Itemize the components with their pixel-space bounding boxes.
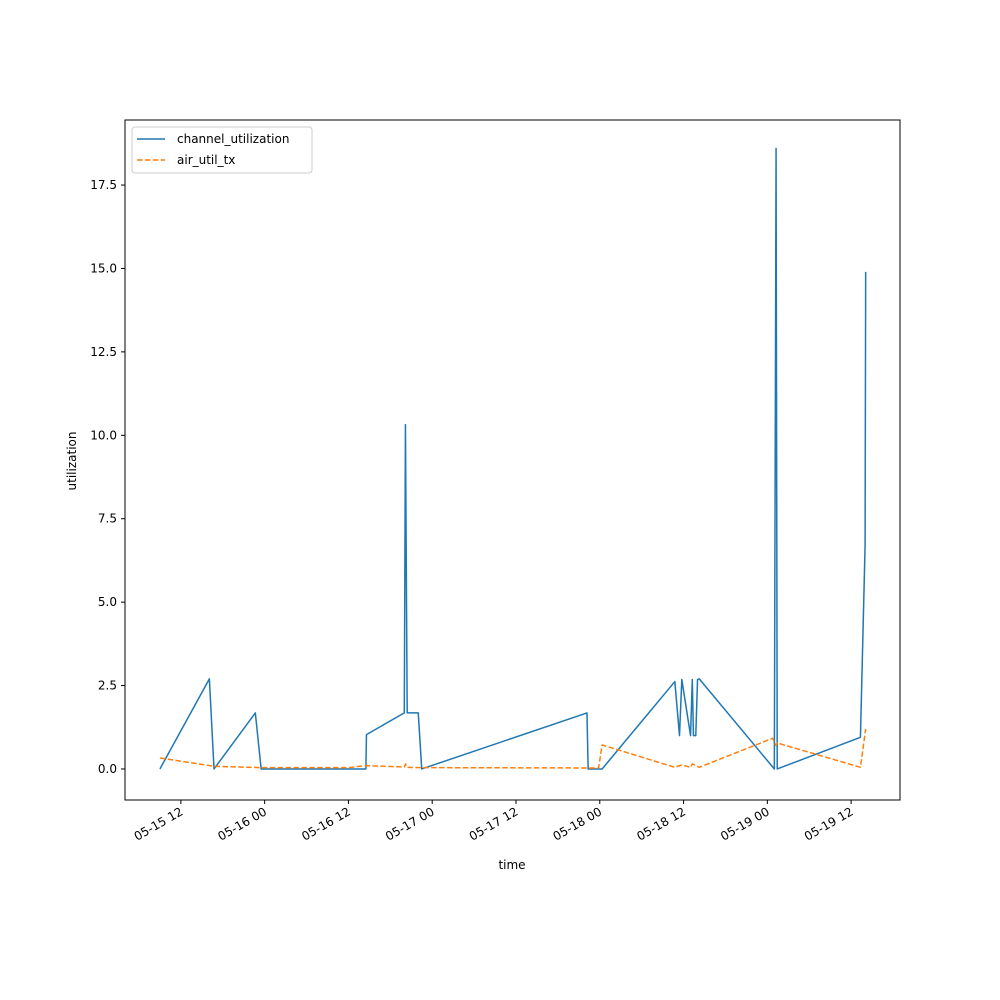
- axes-frame: [124, 119, 901, 801]
- legend-label-channel_utilization: channel_utilization: [177, 132, 289, 146]
- y-tick-label: 12.5: [90, 345, 117, 359]
- legend-box: [131, 126, 313, 174]
- legend-label-air_util_tx: air_util_tx: [177, 153, 235, 167]
- y-axis-label: utilization: [65, 432, 79, 491]
- y-tick-label: 0.0: [98, 762, 117, 776]
- y-tick-label: 10.0: [90, 428, 117, 442]
- y-tick-label: 15.0: [90, 261, 117, 275]
- y-tick-label: 17.5: [90, 178, 117, 192]
- x-axis-label: time: [498, 858, 525, 872]
- y-tick-label: 5.0: [98, 595, 117, 609]
- legend: channel_utilization air_util_tx: [131, 126, 313, 174]
- y-tick-label: 7.5: [98, 512, 117, 526]
- y-axis-ticks: 0.0 2.5 5.0 7.5 10.0 12.5 15.0 17.5: [90, 178, 125, 776]
- series-line-air_util_tx: [159, 728, 867, 769]
- y-tick-label: 2.5: [98, 679, 117, 693]
- plot-area: [159, 147, 867, 770]
- series-line-channel_utilization: [159, 147, 867, 770]
